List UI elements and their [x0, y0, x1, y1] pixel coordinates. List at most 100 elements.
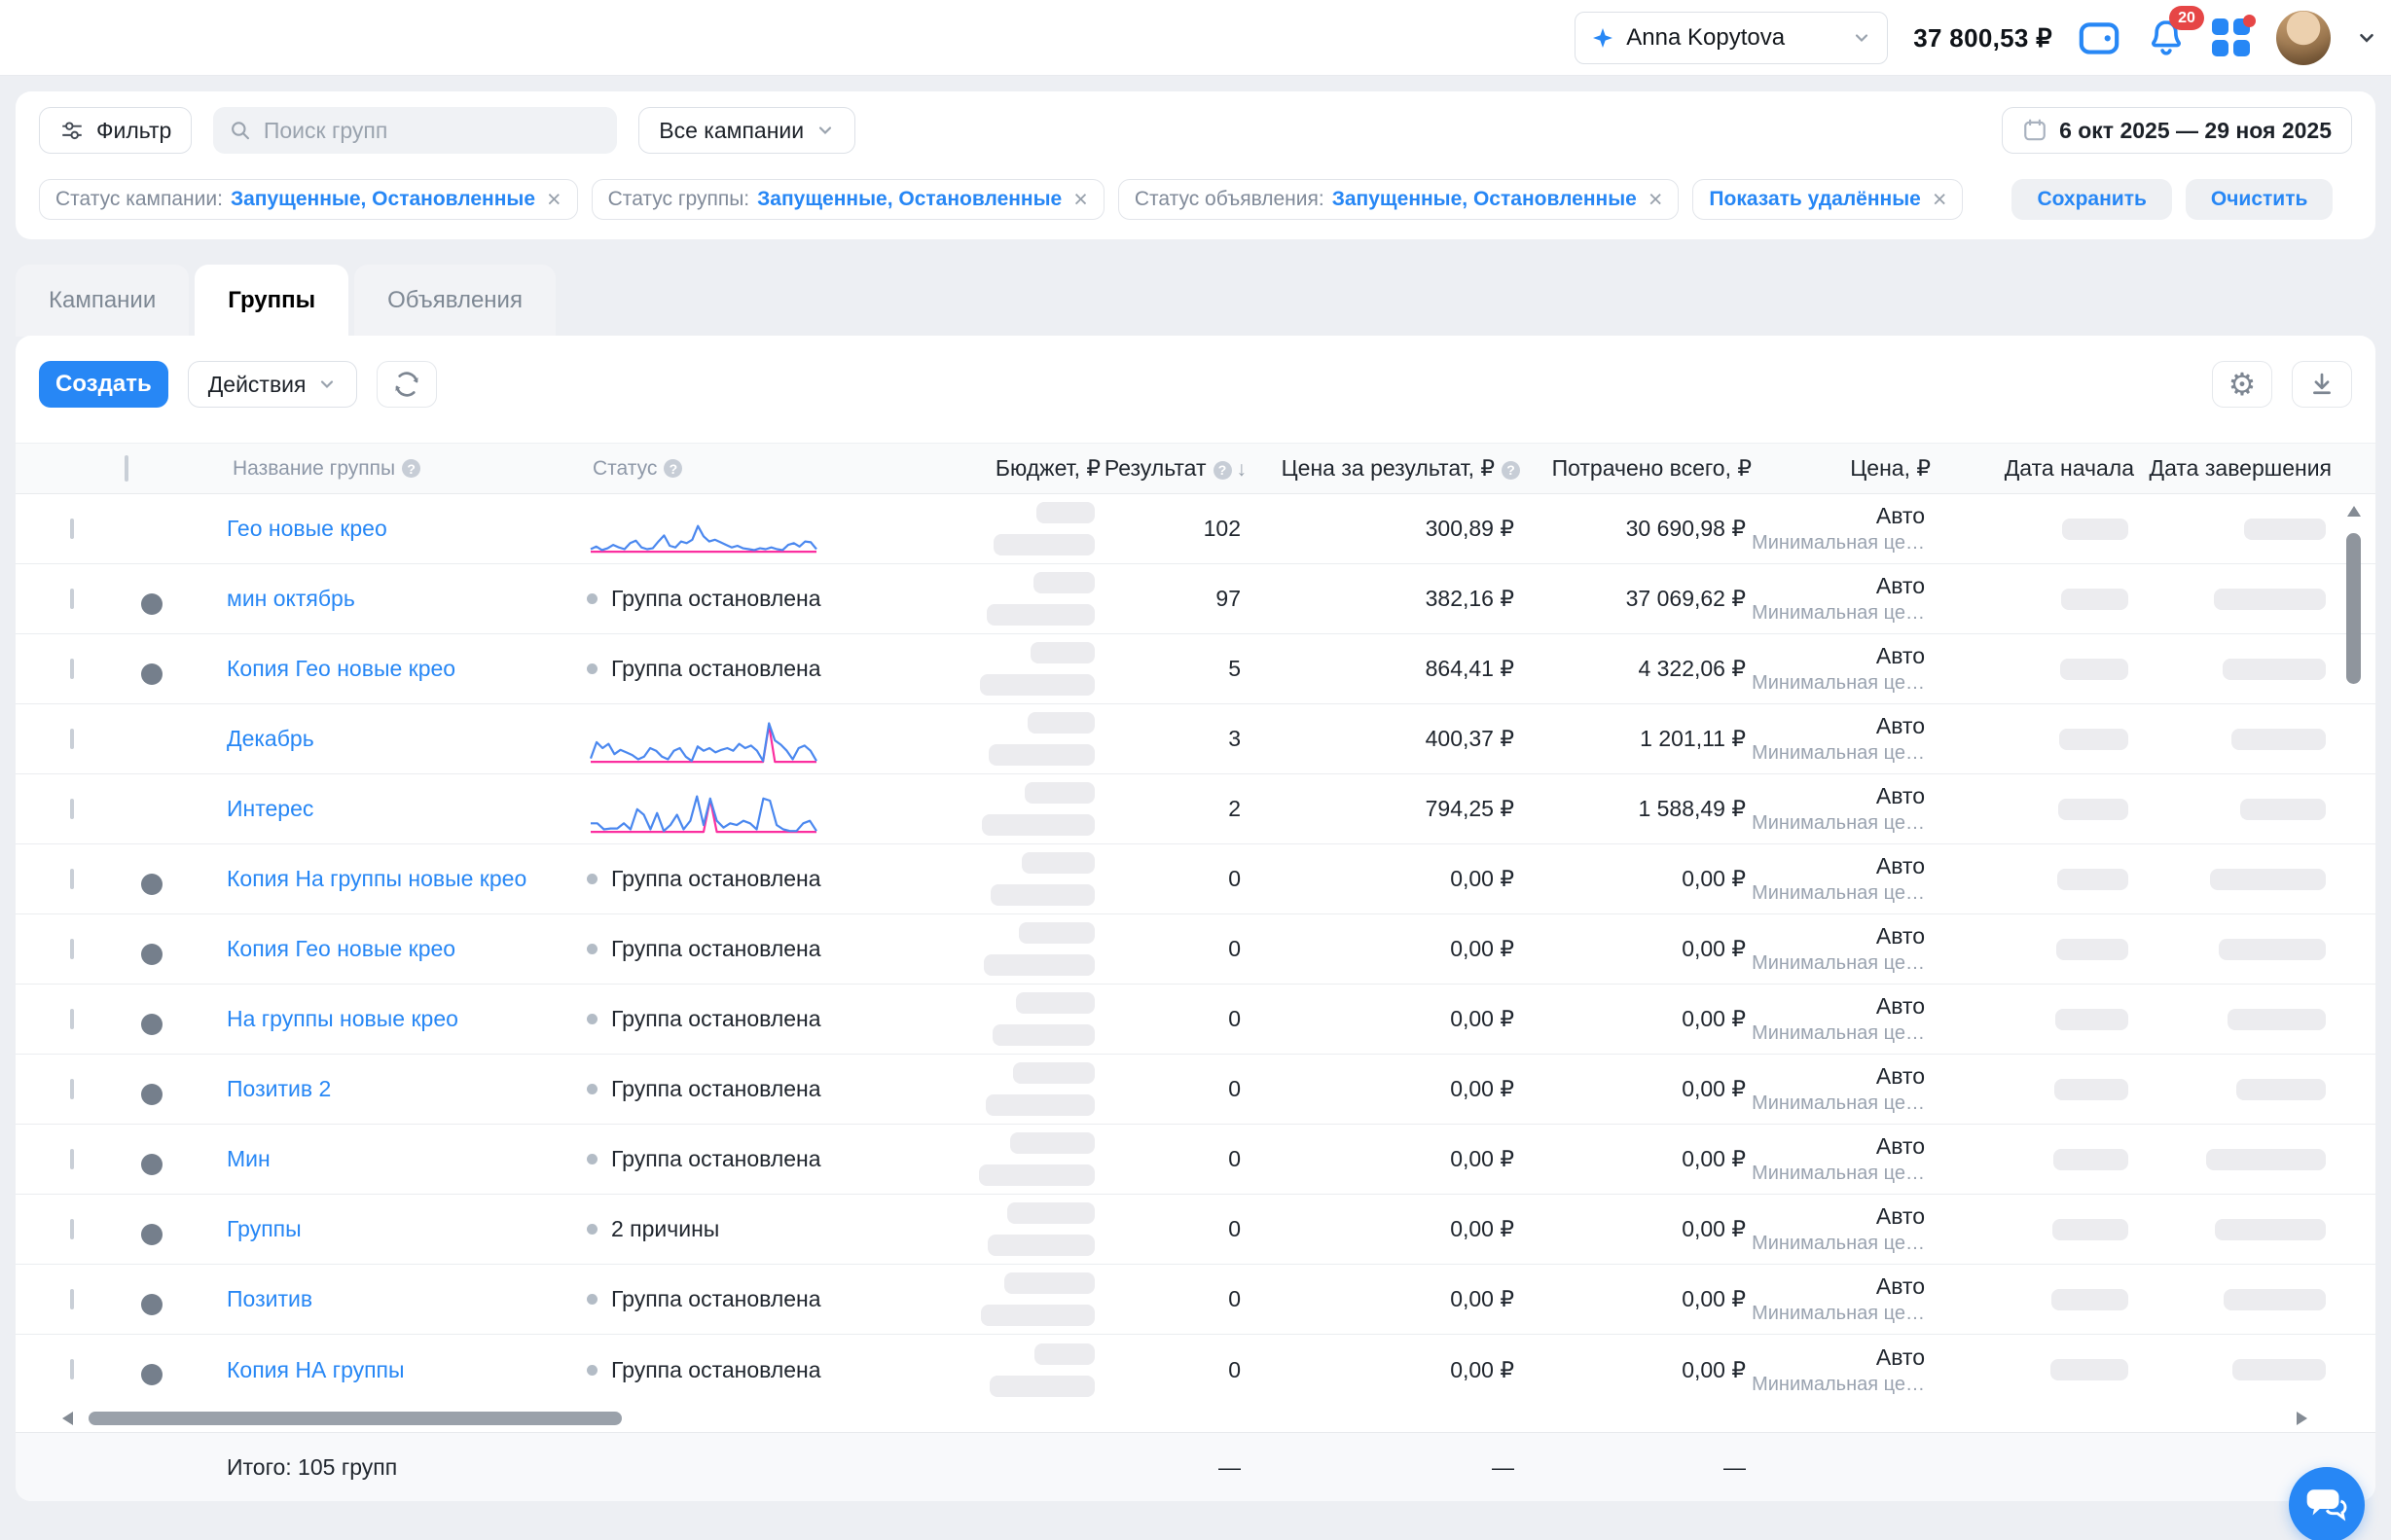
select-all-checkbox[interactable] — [125, 454, 128, 482]
search-input[interactable] — [263, 117, 602, 144]
date-end-skeleton — [2128, 728, 2326, 750]
group-name-link[interactable]: Позитив 2 — [227, 1076, 332, 1101]
row-checkbox[interactable] — [70, 1148, 74, 1169]
date-end-skeleton — [2128, 518, 2326, 540]
chip-remove-icon[interactable]: × — [1648, 185, 1663, 213]
filter-chip-ad-status[interactable]: Статус объявления: Запущенные, Остановле… — [1117, 179, 1680, 220]
group-name-link[interactable]: Копия На группы новые крео — [227, 866, 527, 891]
row-checkbox[interactable] — [70, 1218, 74, 1239]
refresh-button[interactable] — [377, 361, 438, 408]
sliders-icon — [62, 122, 82, 140]
group-name-link[interactable]: Гео новые крео — [227, 516, 387, 541]
filter-chip-show-deleted[interactable]: Показать удалённые × — [1692, 179, 1964, 220]
date-start-skeleton — [1925, 1288, 2128, 1310]
notifications-button[interactable]: 20 — [2146, 6, 2204, 58]
campaign-select[interactable]: Все кампании — [638, 107, 856, 154]
col-header-spent[interactable]: Потрачено всего, ₽ — [1551, 455, 1752, 481]
col-header-date-end[interactable]: Дата завершения — [2149, 455, 2332, 481]
apps-menu-button[interactable] — [2212, 15, 2256, 57]
table-settings-button[interactable]: ⚙ — [2212, 361, 2272, 408]
export-button[interactable] — [2292, 361, 2352, 408]
group-name-link[interactable]: Позитив — [227, 1286, 313, 1311]
col-header-status[interactable]: Статус? — [570, 457, 979, 481]
col-header-result[interactable]: Результат? ↓ — [1104, 455, 1248, 481]
row-checkbox[interactable] — [70, 1078, 74, 1099]
help-icon[interactable]: ? — [1502, 460, 1520, 480]
account-selector[interactable]: Anna Kopytova — [1575, 12, 1889, 64]
col-header-price[interactable]: Цена, ₽ — [1850, 455, 1931, 481]
table-row: Копия Гео новые крео Группа остановлена … — [16, 914, 2375, 985]
col-header-cpr[interactable]: Цена за результат, ₽? — [1247, 455, 1520, 482]
group-name-link[interactable]: На группы новые крео — [227, 1006, 458, 1031]
tab-groups[interactable]: Группы — [195, 265, 349, 337]
group-name-link[interactable]: Копия НА группы — [227, 1356, 405, 1382]
row-checkbox[interactable] — [70, 1359, 74, 1379]
scroll-up-arrow-icon[interactable] — [2347, 506, 2361, 517]
row-checkbox[interactable] — [70, 658, 74, 679]
spent-value: 0,00 ₽ — [1682, 1076, 1746, 1101]
row-checkbox[interactable] — [70, 1008, 74, 1029]
save-filters-button[interactable]: Сохранить — [2011, 179, 2172, 220]
scroll-right-arrow-icon[interactable] — [2297, 1412, 2307, 1425]
budget-skeleton — [973, 1272, 1095, 1326]
group-name-link[interactable]: Мин — [227, 1146, 271, 1171]
help-icon[interactable]: ? — [1213, 460, 1232, 480]
group-name-link[interactable]: Интерес — [227, 796, 314, 821]
chip-remove-icon[interactable]: × — [1073, 185, 1088, 213]
row-checkbox[interactable] — [70, 518, 74, 539]
help-icon[interactable]: ? — [402, 459, 421, 478]
chip-remove-icon[interactable]: × — [547, 185, 562, 213]
tab-ads[interactable]: Объявления — [354, 265, 556, 337]
group-name-link[interactable]: Группы — [227, 1216, 302, 1241]
cpr-value: 864,41 ₽ — [1425, 656, 1514, 681]
table-row: Копия НА группы Группа остановлена 0 0,0… — [16, 1335, 2375, 1405]
actions-dropdown[interactable]: Действия — [187, 361, 358, 408]
filter-button[interactable]: Фильтр — [39, 107, 193, 154]
group-name-link[interactable]: Декабрь — [227, 726, 314, 751]
wallet-button[interactable] — [2078, 18, 2120, 57]
status-text: Группа остановлена — [611, 1076, 821, 1101]
create-button[interactable]: Создать — [39, 361, 168, 408]
help-icon[interactable]: ? — [664, 459, 683, 478]
avatar[interactable] — [2276, 11, 2331, 65]
vertical-scrollbar-thumb[interactable] — [2346, 533, 2361, 684]
col-header-name[interactable]: Название группы? — [222, 457, 570, 481]
status-cell: Группа остановлена — [564, 1076, 973, 1102]
row-checkbox[interactable] — [70, 868, 74, 889]
col-header-budget[interactable]: Бюджет, ₽ — [995, 455, 1101, 481]
filter-chip-group-status[interactable]: Статус группы: Запущенные, Остановленные… — [591, 179, 1105, 220]
horizontal-scrollbar-thumb[interactable] — [89, 1412, 622, 1425]
clear-filters-button[interactable]: Очистить — [2185, 179, 2334, 220]
skeleton-bar — [2244, 518, 2326, 540]
price-mode: Авто — [1875, 1063, 1925, 1089]
col-header-date-start[interactable]: Дата начала — [2004, 455, 2134, 481]
row-checkbox[interactable] — [70, 588, 74, 609]
status-dot-icon — [587, 1224, 598, 1235]
status-dot-icon — [587, 1364, 598, 1376]
price-mode: Авто — [1875, 713, 1925, 738]
date-range-button[interactable]: 6 окт 2025 — 29 ноя 2025 — [2002, 107, 2352, 154]
group-name-link[interactable]: Копия Гео новые крео — [227, 656, 456, 681]
search-box[interactable] — [213, 107, 618, 154]
sort-desc-icon[interactable]: ↓ — [1236, 458, 1248, 481]
scroll-left-arrow-icon[interactable] — [62, 1412, 73, 1425]
vertical-scrollbar[interactable] — [2346, 501, 2362, 1540]
support-chat-button[interactable] — [2289, 1467, 2365, 1540]
tab-campaigns[interactable]: Кампании — [16, 265, 190, 337]
skeleton-bar — [1016, 992, 1095, 1014]
group-name-link[interactable]: мин октябрь — [227, 586, 355, 611]
profile-chevron-icon[interactable] — [2356, 27, 2377, 49]
price-subtext: Минимальная це… — [1752, 1022, 1925, 1044]
filter-chip-campaign-status[interactable]: Статус кампании: Запущенные, Остановленн… — [39, 179, 578, 220]
row-checkbox[interactable] — [70, 728, 74, 749]
status-cell: Группа остановлена — [564, 656, 973, 682]
row-checkbox[interactable] — [70, 798, 74, 819]
row-checkbox[interactable] — [70, 1288, 74, 1309]
skeleton-bar — [2052, 1218, 2128, 1240]
group-name-link[interactable]: Копия Гео новые крео — [227, 936, 456, 961]
skeleton-bar — [987, 604, 1095, 626]
chip-remove-icon[interactable]: × — [1932, 185, 1947, 213]
price-mode: Авто — [1875, 1343, 1925, 1370]
horizontal-scrollbar[interactable] — [16, 1405, 2375, 1432]
row-checkbox[interactable] — [70, 938, 74, 959]
